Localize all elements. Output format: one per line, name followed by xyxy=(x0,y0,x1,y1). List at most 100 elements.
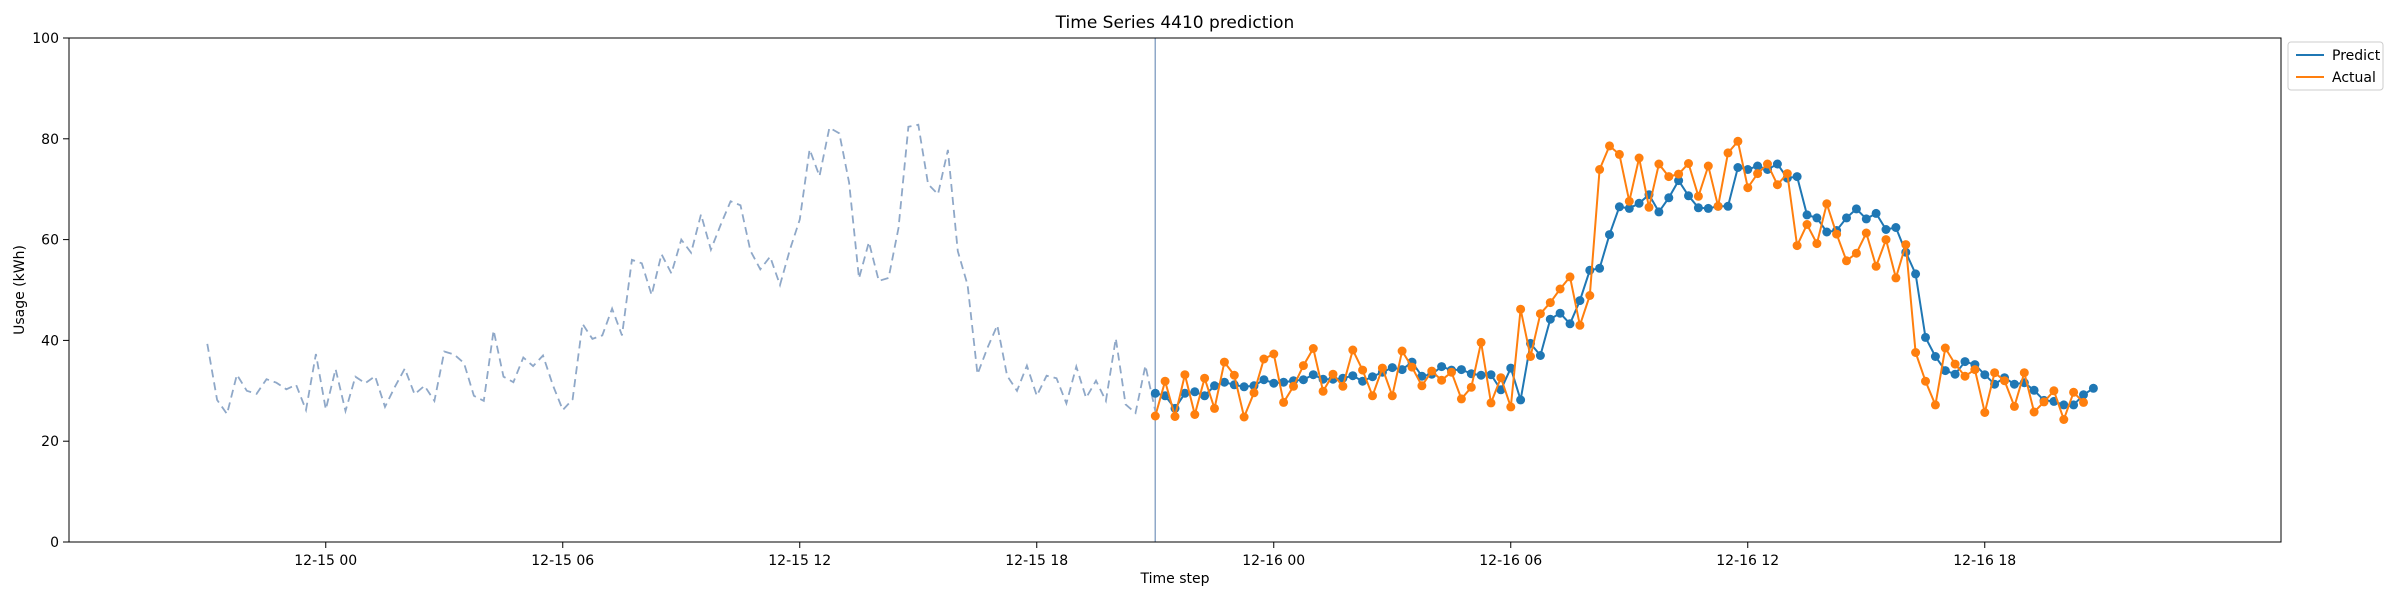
predict-point xyxy=(1575,296,1585,306)
actual-point xyxy=(1832,229,1842,239)
actual-point xyxy=(1565,272,1575,282)
predict-point xyxy=(1960,357,1970,367)
actual-point xyxy=(1269,349,1279,359)
predict-point xyxy=(1733,163,1743,172)
actual-point xyxy=(1743,183,1753,193)
predict-point xyxy=(1190,387,1200,397)
actual-point xyxy=(1585,291,1595,300)
predict-point xyxy=(1516,395,1526,405)
actual-point xyxy=(1150,411,1160,421)
actual-point xyxy=(1713,201,1723,211)
x-tick-label: 12-15 12 xyxy=(768,553,831,569)
actual-series xyxy=(1150,136,2088,424)
x-tick-label: 12-16 00 xyxy=(1242,553,1305,569)
actual-point xyxy=(1674,169,1684,179)
actual-point xyxy=(1911,348,1921,357)
predict-point xyxy=(2088,383,2098,393)
predict-point xyxy=(2009,379,2019,389)
actual-point xyxy=(1160,376,1170,386)
actual-point xyxy=(2049,386,2059,396)
y-tick-label: 20 xyxy=(41,434,59,450)
history-line xyxy=(206,123,1157,417)
y-tick-label: 60 xyxy=(41,233,59,249)
actual-point xyxy=(1812,239,1822,249)
predict-point xyxy=(1881,225,1891,234)
actual-point xyxy=(1289,381,1298,391)
y-tick-label: 100 xyxy=(32,31,59,47)
actual-point xyxy=(1940,343,1950,353)
actual-point xyxy=(1693,191,1703,201)
predict-point xyxy=(1387,363,1397,373)
actual-point xyxy=(1595,165,1605,174)
actual-point xyxy=(1545,298,1555,308)
actual-point xyxy=(1644,202,1654,212)
actual-point xyxy=(1970,365,1980,375)
actual-point xyxy=(1930,400,1940,410)
actual-point xyxy=(1634,153,1644,163)
predict-point xyxy=(1259,375,1269,385)
actual-point xyxy=(1180,370,1190,380)
actual-point xyxy=(1397,346,1407,356)
actual-point xyxy=(1496,373,1506,383)
predict-point xyxy=(1605,230,1614,240)
predict-point xyxy=(1851,204,1861,214)
actual-point xyxy=(1407,362,1417,372)
predict-point xyxy=(1772,159,1782,169)
predict-point xyxy=(1822,227,1832,237)
predict-point xyxy=(1358,376,1368,386)
predict-point xyxy=(2069,400,2079,410)
predict-point xyxy=(1693,203,1703,213)
actual-point xyxy=(1298,361,1308,371)
predict-point xyxy=(2029,385,2039,395)
actual-point xyxy=(1733,136,1743,146)
predict-point xyxy=(1476,370,1486,380)
actual-point xyxy=(2079,397,2088,407)
predict-point xyxy=(1614,202,1624,212)
x-axis: 12-15 00 12-15 06 12-15 12 12-15 18 12-16 00… xyxy=(294,542,2016,569)
actual-point xyxy=(1654,159,1664,169)
predict-point xyxy=(1308,370,1318,380)
legend-predict-label: Predict xyxy=(2332,48,2381,64)
plot-frame xyxy=(68,37,2282,543)
predict-point xyxy=(1624,203,1634,213)
predict-point xyxy=(1219,377,1229,387)
actual-point xyxy=(1308,344,1318,353)
predict-point xyxy=(1150,388,1160,398)
y-tick-label: 40 xyxy=(41,333,59,349)
actual-point xyxy=(1318,386,1328,396)
actual-point xyxy=(1555,284,1565,294)
actual-point xyxy=(1368,391,1377,401)
predict-point xyxy=(1792,172,1802,182)
predict-point xyxy=(2079,390,2088,400)
x-axis-label: Time step xyxy=(1140,571,1210,587)
actual-point xyxy=(1802,220,1812,229)
actual-point xyxy=(1229,370,1239,380)
actual-point xyxy=(1605,141,1614,151)
predict-point xyxy=(1456,365,1466,375)
actual-point xyxy=(1437,375,1447,385)
predict-point xyxy=(1634,198,1644,208)
predict-point xyxy=(1496,385,1506,395)
actual-point xyxy=(1753,169,1763,179)
predict-point xyxy=(1930,352,1940,361)
predict-point xyxy=(1555,308,1565,318)
actual-point xyxy=(1476,337,1486,347)
x-tick-label: 12-16 06 xyxy=(1479,553,1542,569)
x-tick-label: 12-16 12 xyxy=(1716,553,1779,569)
actual-point xyxy=(1980,408,1990,417)
predict-point xyxy=(2059,400,2069,410)
actual-point xyxy=(1990,368,2000,378)
actual-point xyxy=(2009,401,2019,411)
predict-point xyxy=(1703,203,1713,213)
x-tick-label: 12-16 18 xyxy=(1953,553,2016,569)
predict-point xyxy=(1595,263,1605,273)
predict-point xyxy=(1812,213,1822,223)
predict-series xyxy=(1150,159,2098,413)
predict-point xyxy=(1397,365,1407,375)
predict-point xyxy=(1506,363,1516,373)
actual-point xyxy=(2019,368,2029,378)
actual-point xyxy=(1624,196,1634,206)
history-series xyxy=(206,123,1157,417)
predict-point xyxy=(1298,375,1308,385)
